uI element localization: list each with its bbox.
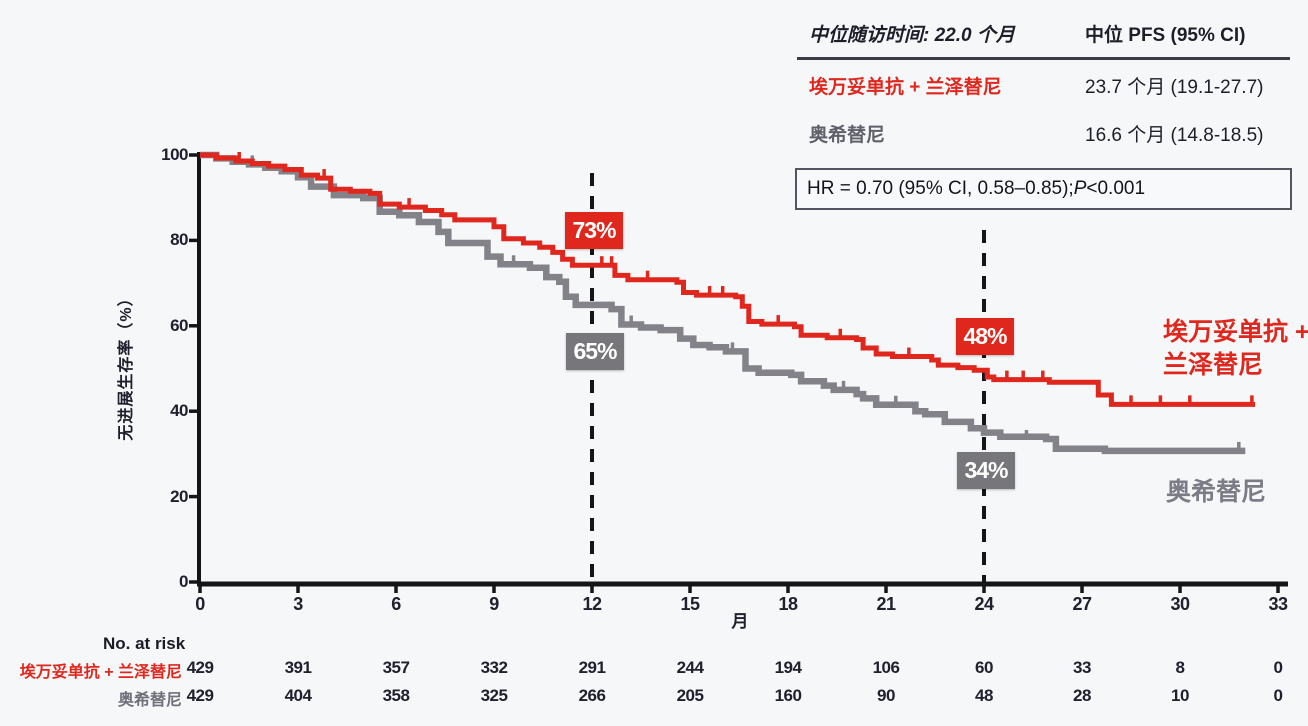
median-pfs-header: 中位 PFS (95% CI) xyxy=(1085,25,1246,46)
at-risk-value-row1-m30: 10 xyxy=(1171,686,1189,705)
summary-row-amivantamab: 埃万妥单抗 + 兰泽替尼 23.7 个月 (19.1-27.7) xyxy=(809,72,1292,99)
summary-row-osimertinib-label: 奥希替尼 xyxy=(809,125,886,146)
rate-badge-red-24mo: 48% xyxy=(956,318,1014,355)
at-risk-value-row1-m21: 90 xyxy=(877,686,895,705)
at-risk-value-row0-m0: 429 xyxy=(186,658,214,677)
summary-row-amivantamab-label: 埃万妥单抗 + 兰泽替尼 xyxy=(809,77,1002,98)
series-label-amivantamab-lazertinib: 埃万妥单抗 + 兰泽替尼 xyxy=(1163,316,1308,382)
at-risk-value-row0-m12: 291 xyxy=(578,658,606,677)
at-risk-value-row0-m21: 106 xyxy=(872,658,900,677)
series-label-red-line2: 兰泽替尼 xyxy=(1163,351,1264,379)
at-risk-value-row0-m24: 60 xyxy=(975,658,993,677)
summary-divider xyxy=(797,57,1290,60)
y-tick-label-40: 40 xyxy=(170,401,188,421)
x-tick-label-24: 24 xyxy=(974,594,994,614)
at-risk-row-label-amivantamab-lazertinib: 埃万妥单抗 + 兰泽替尼 xyxy=(19,664,182,681)
at-risk-value-row0-m15: 244 xyxy=(676,658,704,677)
at-risk-value-row0-m6: 357 xyxy=(382,658,410,677)
median-followup-label: 中位随访时间: 22.0 个月 xyxy=(809,25,1015,46)
x-tick-label-30: 30 xyxy=(1170,594,1190,614)
x-tick-label-18: 18 xyxy=(778,594,798,614)
x-tick-label-0: 0 xyxy=(195,594,205,614)
y-tick-label-100: 100 xyxy=(161,145,188,164)
x-axis-title: 月 xyxy=(731,612,749,631)
y-tick-label-80: 80 xyxy=(170,230,188,250)
hazard-ratio-box: HR = 0.70 (95% CI, 0.58–0.85);P<0.001 xyxy=(795,168,1292,210)
at-risk-row-label-osimertinib: 奥希替尼 xyxy=(117,692,182,709)
y-tick-label-60: 60 xyxy=(170,315,188,335)
at-risk-value-row0-m3: 391 xyxy=(284,658,312,677)
x-tick-label-33: 33 xyxy=(1268,594,1288,614)
y-tick-label-20: 20 xyxy=(170,486,188,506)
x-tick-label-3: 3 xyxy=(293,594,303,614)
hr-p-symbol: P xyxy=(1073,178,1087,199)
x-tick-label-9: 9 xyxy=(489,594,499,614)
rate-badge-gray-24mo: 34% xyxy=(957,452,1015,489)
rate-badge-gray-12mo: 65% xyxy=(566,333,624,370)
summary-row-osimertinib-value: 16.6 个月 (14.8-18.5) xyxy=(1085,125,1264,146)
at-risk-value-row0-m9: 332 xyxy=(480,658,508,677)
at-risk-value-row1-m9: 325 xyxy=(480,686,508,705)
y-tick-label-0: 0 xyxy=(179,572,188,591)
summary-row-amivantamab-value: 23.7 个月 (19.1-27.7) xyxy=(1085,77,1264,98)
summary-body: 埃万妥单抗 + 兰泽替尼 23.7 个月 (19.1-27.7) 奥希替尼 16… xyxy=(795,60,1292,147)
series-label-osimertinib: 奥希替尼 xyxy=(1166,478,1267,506)
at-risk-value-row0-m33: 0 xyxy=(1273,658,1283,677)
at-risk-value-row0-m30: 8 xyxy=(1175,658,1185,677)
at-risk-value-row1-m12: 266 xyxy=(578,686,606,705)
hr-text: HR = 0.70 (95% CI, 0.58–0.85); xyxy=(807,178,1074,199)
x-tick-label-21: 21 xyxy=(876,594,896,614)
y-axis-title: 无进展生存率（%） xyxy=(118,289,135,441)
x-tick-label-27: 27 xyxy=(1072,594,1092,614)
summary-header-row: 中位随访时间: 22.0 个月 中位 PFS (95% CI) xyxy=(795,14,1292,57)
at-risk-value-row1-m15: 205 xyxy=(676,686,704,705)
at-risk-value-row0-m18: 194 xyxy=(774,658,802,677)
x-tick-label-6: 6 xyxy=(391,594,401,614)
summary-row-osimertinib: 奥希替尼 16.6 个月 (14.8-18.5) xyxy=(809,120,1292,147)
rate-badge-red-12mo: 73% xyxy=(565,212,623,249)
at-risk-value-row1-m27: 28 xyxy=(1073,686,1091,705)
at-risk-value-row1-m0: 429 xyxy=(186,686,214,705)
at-risk-value-row0-m27: 33 xyxy=(1073,658,1091,677)
series-label-red-line1: 埃万妥单抗 + xyxy=(1163,318,1308,346)
at-risk-value-row1-m24: 48 xyxy=(975,686,993,705)
at-risk-value-row1-m18: 160 xyxy=(774,686,802,705)
km-curve-osimertinib xyxy=(200,151,1246,455)
at-risk-value-row1-m3: 404 xyxy=(284,686,312,705)
km-curve-amivantamab-lazertinib xyxy=(200,152,1256,407)
at-risk-value-row1-m6: 358 xyxy=(382,686,410,705)
hr-p-value: <0.001 xyxy=(1086,178,1146,199)
x-tick-label-12: 12 xyxy=(582,594,602,614)
at-risk-value-row1-m33: 0 xyxy=(1273,686,1283,705)
number-at-risk-title: No. at risk xyxy=(103,634,186,653)
x-tick-label-15: 15 xyxy=(680,594,700,614)
median-pfs-summary-table: 中位随访时间: 22.0 个月 中位 PFS (95% CI) 埃万妥单抗 + … xyxy=(795,14,1292,210)
